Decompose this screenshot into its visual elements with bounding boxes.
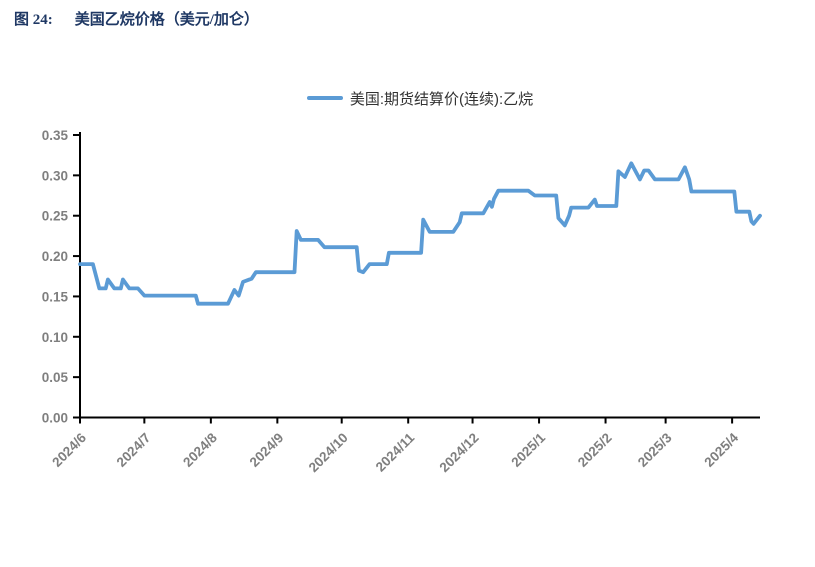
x-tick-label: 2025/4: [701, 430, 741, 470]
y-tick-label: 0.10: [42, 330, 68, 345]
chart-legend: 美国:期货结算价(连续):乙烷: [80, 88, 760, 108]
y-tick-label: 0.20: [42, 249, 68, 264]
x-tick-label: 2025/3: [635, 430, 675, 470]
legend-label: 美国:期货结算价(连续):乙烷: [349, 90, 534, 108]
x-tick-label: 2024/8: [180, 430, 220, 470]
y-tick-label: 0.00: [42, 411, 68, 426]
figure-number-label: 图 24:: [14, 12, 53, 28]
x-tick-label: 2025/1: [508, 430, 548, 470]
figure-name: 美国乙烷价格（美元/加仑）: [74, 12, 259, 28]
x-tick-label: 2024/9: [247, 430, 287, 470]
x-tick-label: 2024/12: [437, 430, 482, 475]
x-tick-label: 2024/7: [114, 430, 154, 470]
y-tick-label: 0.30: [42, 168, 68, 183]
legend-line-swatch: [306, 96, 343, 100]
y-tick-label: 0.25: [42, 209, 69, 224]
figure-title: 图 24: 美国乙烷价格（美元/加仑）: [14, 8, 259, 29]
price-series-line: [78, 161, 762, 306]
x-tick-label: 2024/6: [49, 430, 89, 470]
x-tick-label: 2024/10: [306, 430, 351, 475]
y-tick-label: 0.15: [42, 289, 69, 304]
y-tick-label: 0.35: [42, 128, 69, 143]
x-tick-label: 2025/2: [575, 430, 615, 470]
x-tick-label: 2024/11: [373, 430, 418, 475]
y-tick-label: 0.05: [42, 370, 69, 385]
